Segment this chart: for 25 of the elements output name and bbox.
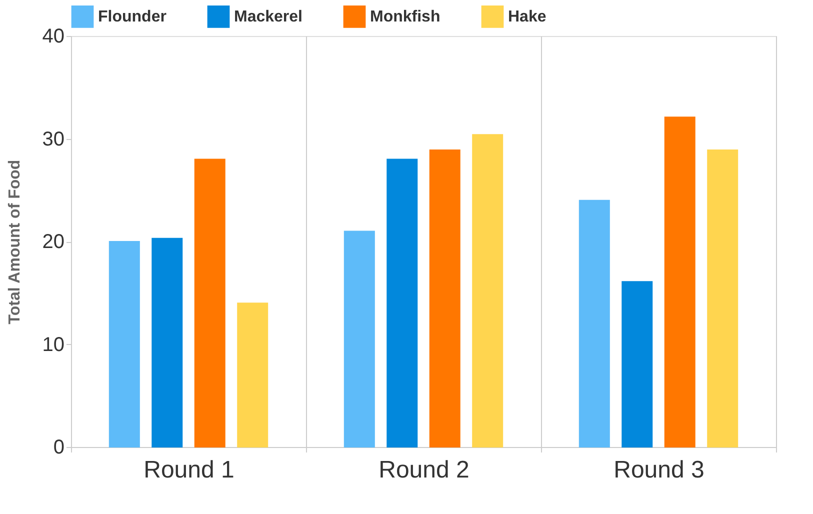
bar	[194, 158, 226, 448]
y-tick-label: 30	[42, 128, 64, 150]
y-tick-label: 10	[42, 334, 64, 356]
legend-label: Hake	[508, 8, 546, 26]
y-tick-label: 20	[42, 231, 64, 253]
bar	[578, 200, 610, 448]
bar	[237, 302, 268, 448]
y-axis-title: Total Amount of Food	[6, 160, 24, 324]
bar	[664, 116, 696, 448]
bar	[386, 158, 418, 448]
bar	[152, 238, 183, 448]
x-tick-label: Round 3	[614, 456, 704, 484]
bar	[344, 230, 375, 448]
bar	[472, 134, 504, 448]
x-tick-label: Round 2	[378, 456, 470, 484]
x-tick-label: Round 1	[144, 456, 234, 484]
bar	[622, 281, 653, 448]
y-tick-label: 0	[53, 436, 64, 458]
legend-label: Monkfish	[370, 8, 440, 26]
bar	[108, 241, 140, 448]
legend-label: Flounder	[98, 8, 166, 26]
legend-label: Mackerel	[234, 8, 302, 26]
bar	[707, 150, 738, 448]
y-tick-label: 40	[42, 26, 64, 48]
bar	[429, 150, 460, 448]
